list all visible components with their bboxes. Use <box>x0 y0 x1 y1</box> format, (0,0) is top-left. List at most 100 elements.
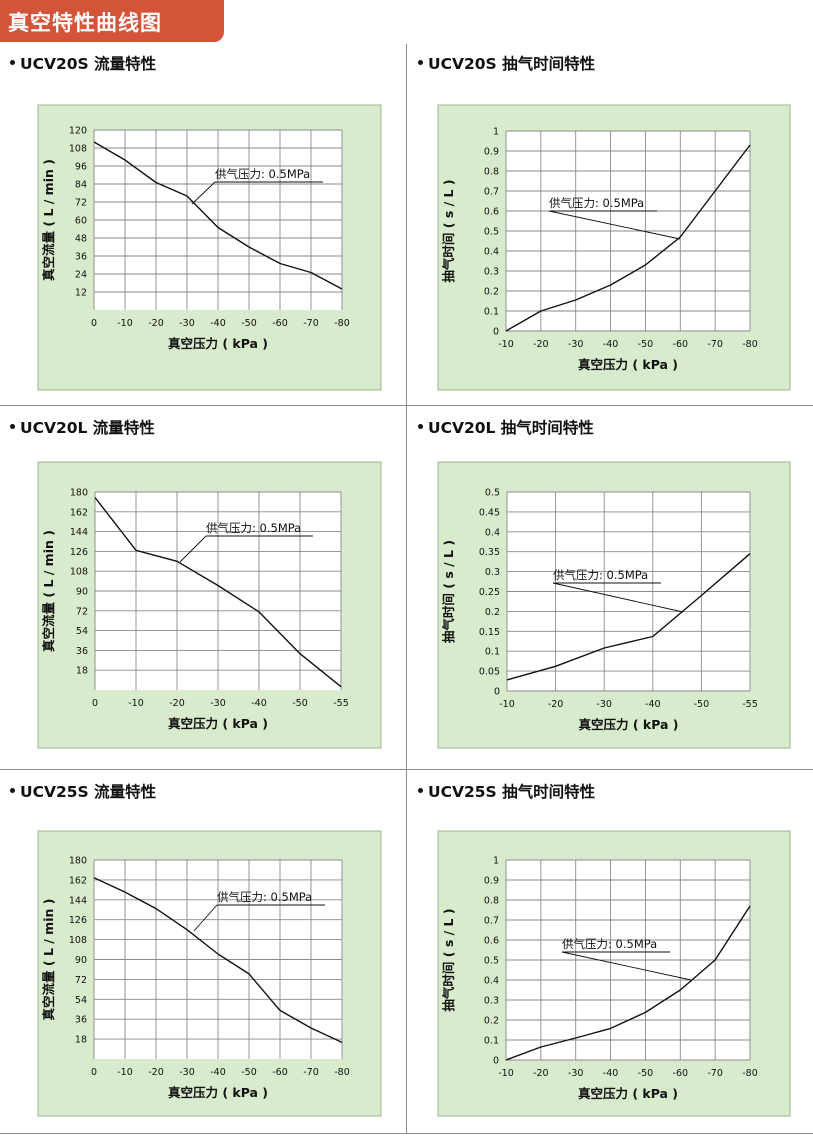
chart-title-text: UCV20S 流量特性 <box>20 55 157 73</box>
x-tick-label: -40 <box>210 318 226 329</box>
x-tick-label: -30 <box>568 339 584 350</box>
y-tick-label: 0.3 <box>485 567 500 578</box>
y-axis-label: 真空流量 ( L / min ) <box>41 530 56 652</box>
x-tick-label: -60 <box>673 339 689 350</box>
annotation-leader <box>179 535 207 563</box>
x-tick-label: -30 <box>179 318 195 329</box>
annotation-leader <box>552 582 684 613</box>
y-tick-label: 0.4 <box>484 976 499 987</box>
chart-panel-ucv20l-flow: UCV20L 流量特性 0 -10 -20 -30 -40 -50 -55 18 36 54 72 9… <box>10 416 400 761</box>
x-axis-label: 真空压力 ( kPa ) <box>578 717 678 732</box>
chart-title: UCV25S 流量特性 <box>10 780 156 802</box>
y-tick-label: 0.3 <box>484 996 499 1007</box>
bullet-icon <box>10 60 15 65</box>
y-tick-label: 48 <box>75 234 87 245</box>
chart-panel-ucv25s-evac: UCV25S 抽气时间特性 -10 -20 -30 -40 -50 -60 -70 -80 0 0… <box>418 780 808 1125</box>
y-tick-label: 0.5 <box>484 956 499 967</box>
chart-svg: -10 -20 -30 -40 -50 -60 -70 -80 0 0.1 0.2 0.3 0.4 0.5… <box>437 830 791 1117</box>
y-axis-label: 真空流量 ( L / min ) <box>41 899 56 1021</box>
chart-panel-ucv20s-flow: UCV20S 流量特性 0 -10 -20 -30 -40 -50 -60 -70 -80 12 2… <box>10 52 400 397</box>
y-tick-label: 126 <box>69 915 87 926</box>
y-tick-label: 0.9 <box>484 147 499 158</box>
y-tick-label: 60 <box>75 216 87 227</box>
y-tick-label: 0.2 <box>485 607 500 618</box>
y-tick-label: 96 <box>75 162 87 173</box>
x-tick-label: -40 <box>645 699 661 710</box>
x-tick-label: -40 <box>251 698 267 709</box>
chart-svg: -10 -20 -30 -40 -50 -60 -70 -80 0 0.1 0.2 0.3 0.4 0.5… <box>437 104 791 391</box>
series-line <box>505 905 751 1061</box>
chart-title: UCV20L 流量特性 <box>10 416 155 438</box>
bullet-icon <box>10 424 15 429</box>
x-tick-label: -55 <box>742 699 758 710</box>
y-tick-label: 108 <box>69 144 87 155</box>
x-tick-label: -50 <box>694 699 710 710</box>
annotation-leader <box>561 951 692 981</box>
x-tick-label: -60 <box>272 318 288 329</box>
y-tick-label: 162 <box>70 507 88 518</box>
x-tick-label: -40 <box>603 339 619 350</box>
x-tick-label: -70 <box>303 1067 319 1078</box>
section-banner: 真空特性曲线图 <box>0 0 224 42</box>
chart-svg: 0 -10 -20 -30 -40 -50 -55 18 36 54 72 90 108 126 144 16… <box>37 461 382 749</box>
x-tick-label: -50 <box>292 698 308 709</box>
annotation-leader <box>191 181 216 205</box>
chart-svg: -10 -20 -30 -40 -50 -55 0 0.05 0.1 0.15 0.2 0.25 0.3… <box>437 461 791 749</box>
chart-svg: 0 -10 -20 -30 -40 -50 -60 -70 -80 12 24 36 48 60 72 84 9… <box>37 104 382 391</box>
x-axis-label: 真空压力 ( kPa ) <box>168 716 268 731</box>
x-tick-label: -30 <box>568 1068 584 1079</box>
x-tick-label: -20 <box>148 318 164 329</box>
x-tick-label: -50 <box>241 318 257 329</box>
banner-title: 真空特性曲线图 <box>8 11 162 35</box>
x-tick-label: -30 <box>179 1067 195 1078</box>
annotation-label: 供气压力: 0.5MPa <box>217 890 312 904</box>
x-axis-label: 真空压力 ( kPa ) <box>168 1085 268 1100</box>
y-tick-label: 0 <box>494 687 500 698</box>
y-tick-label: 0.7 <box>484 187 499 198</box>
y-tick-label: 0.35 <box>479 547 500 558</box>
x-axis-label: 真空压力 ( kPa ) <box>578 357 678 372</box>
y-tick-label: 0.4 <box>484 247 499 258</box>
column-divider <box>406 44 407 1134</box>
y-tick-label: 18 <box>76 666 88 677</box>
y-tick-label: 90 <box>75 955 87 966</box>
y-tick-label: 12 <box>75 288 87 299</box>
y-tick-label: 0.5 <box>485 488 500 499</box>
bullet-icon <box>418 788 423 793</box>
x-tick-label: -10 <box>128 698 144 709</box>
x-tick-label: -10 <box>499 699 515 710</box>
y-tick-label: 1 <box>493 127 499 138</box>
x-tick-label: -30 <box>210 698 226 709</box>
x-tick-label: 0 <box>91 1067 97 1078</box>
y-tick-label: 0.2 <box>484 287 499 298</box>
annotation-label: 供气压力: 0.5MPa <box>549 196 644 210</box>
y-tick-label: 0.1 <box>484 1036 499 1047</box>
x-tick-label: -10 <box>498 1068 514 1079</box>
chart-title-text: UCV20L 流量特性 <box>20 419 155 437</box>
y-axis-label: 抽气时间 ( s / L ) <box>441 179 456 282</box>
y-tick-label: 126 <box>70 547 88 558</box>
chart-title-text: UCV25S 抽气时间特性 <box>428 783 596 801</box>
y-tick-label: 0.25 <box>479 587 500 598</box>
x-tick-label: -50 <box>638 1068 654 1079</box>
x-tick-label: 0 <box>91 318 97 329</box>
row-divider <box>0 769 813 770</box>
y-tick-label: 0 <box>493 327 499 338</box>
y-tick-label: 24 <box>75 270 87 281</box>
x-tick-label: -20 <box>148 1067 164 1078</box>
chart-svg: 0 -10 -20 -30 -40 -50 -60 -70 -80 18 36 54 72 90 108 12… <box>37 830 382 1117</box>
y-axis-label: 真空流量 ( L / min ) <box>41 159 56 281</box>
row-divider <box>0 1133 813 1134</box>
y-tick-label: 0.8 <box>484 167 499 178</box>
chart-title: UCV20S 流量特性 <box>10 52 156 74</box>
x-axis-label: 真空压力 ( kPa ) <box>578 1086 678 1101</box>
y-tick-label: 144 <box>69 895 87 906</box>
bullet-icon <box>418 424 423 429</box>
series-line <box>93 877 343 1044</box>
x-tick-label: -10 <box>498 339 514 350</box>
annotation-leader <box>548 210 681 240</box>
x-tick-label: -70 <box>303 318 319 329</box>
series-line <box>93 141 343 290</box>
x-axis-label: 真空压力 ( kPa ) <box>168 336 268 351</box>
series-line <box>506 553 751 681</box>
